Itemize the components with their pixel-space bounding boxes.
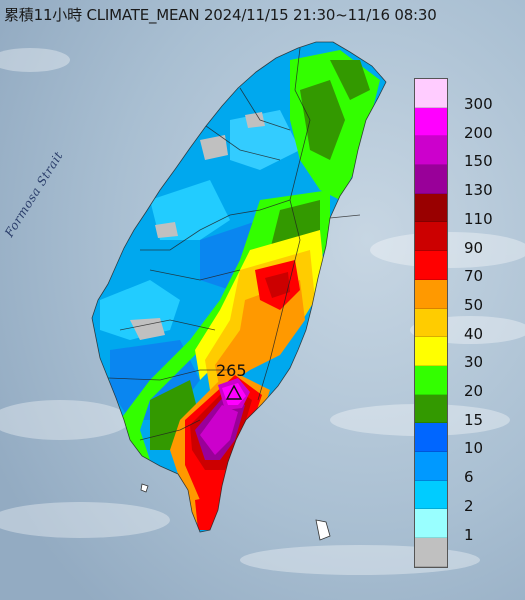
legend-swatch [415,480,447,510]
legend-swatch [415,308,447,338]
legend-label: 2 [464,496,474,515]
legend-swatch [415,451,447,481]
legend-swatch [415,107,447,137]
legend-label: 200 [464,123,493,142]
legend-label: 10 [464,439,484,458]
legend-label: 90 [464,238,484,257]
legend-swatch [415,251,447,280]
legend-label: 300 [464,95,493,113]
legend-swatch [415,365,447,395]
legend-swatch [415,165,447,194]
legend-label: 110 [464,209,493,228]
legend-swatch [415,538,447,567]
legend-swatch [415,222,447,252]
legend-color-bar [414,78,448,568]
map-title: 累積11小時 CLIMATE_MEAN 2024/11/15 21:30~11/… [4,6,437,24]
legend-swatch [415,136,447,166]
legend-label: 6 [464,468,474,487]
legend-label: 15 [464,410,484,429]
legend-swatch [415,394,447,424]
small-islands [140,483,331,541]
legend-swatch [415,279,447,309]
triangle-icon [225,384,243,400]
legend-swatch [415,79,447,108]
legend-label: 1 [464,525,474,544]
legend-swatch [415,509,447,538]
peak-value-label: 265 [216,361,247,380]
legend-swatch [415,423,447,452]
legend-label: 20 [464,382,484,400]
legend-label: 70 [464,267,484,286]
county-boundaries [91,41,387,533]
legend-label: 50 [464,295,484,314]
legend-swatch [415,193,447,223]
legend-label: 150 [464,152,493,171]
legend-swatch [415,337,447,366]
legend-label: 40 [464,324,484,343]
legend-label: 130 [464,181,493,200]
legend-label: 30 [464,353,484,372]
